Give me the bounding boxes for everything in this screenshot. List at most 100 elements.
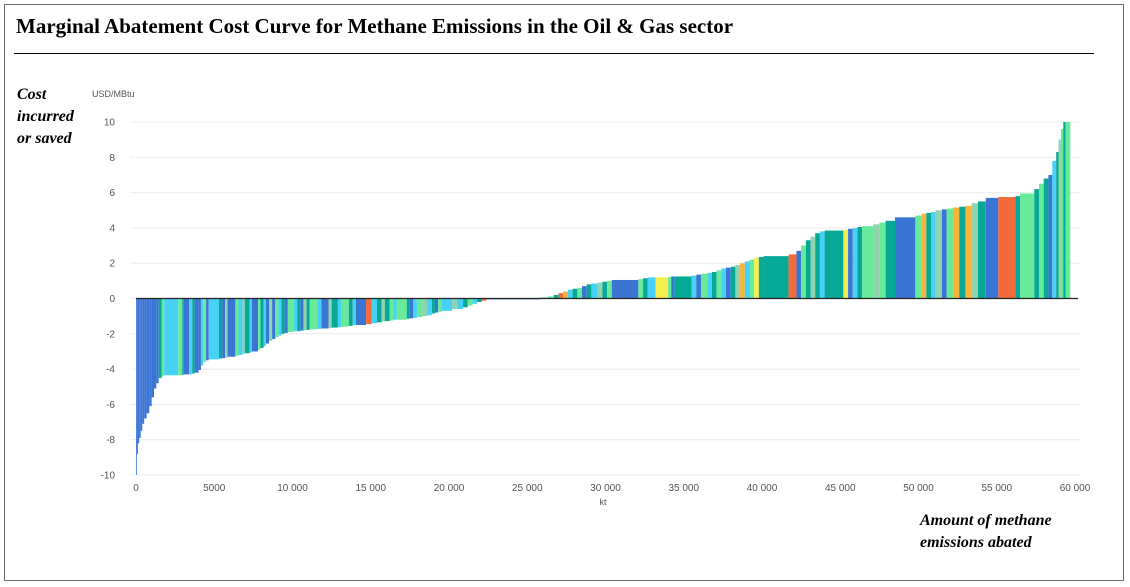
cost-bar bbox=[700, 273, 708, 299]
cost-bar bbox=[136, 298, 137, 475]
y-axis-description-line-1: Cost bbox=[17, 86, 47, 103]
y-tick-label: -2 bbox=[106, 329, 115, 340]
cost-bar bbox=[300, 298, 304, 331]
cost-bar bbox=[406, 298, 410, 319]
cost-bar bbox=[643, 278, 648, 299]
cost-bar bbox=[328, 298, 332, 329]
cost-bar bbox=[158, 298, 162, 378]
x-tick-label: 0 bbox=[133, 483, 139, 494]
cost-bar bbox=[1063, 122, 1066, 299]
cost-bar bbox=[381, 298, 385, 322]
cost-bar bbox=[467, 298, 473, 306]
y-axis-description: Cost incurred or saved bbox=[17, 84, 107, 150]
title-divider bbox=[14, 53, 1094, 54]
y-tick-label: 10 bbox=[104, 118, 116, 129]
cost-bar bbox=[824, 230, 844, 299]
cost-bar bbox=[303, 298, 307, 331]
x-tick-label: 10 000 bbox=[277, 483, 308, 494]
y-tick-label: 4 bbox=[109, 223, 115, 234]
cost-bar bbox=[1052, 160, 1057, 299]
cost-bar bbox=[852, 227, 858, 299]
cost-bar bbox=[885, 220, 896, 299]
cost-bar bbox=[749, 259, 755, 299]
cost-bar bbox=[306, 298, 310, 330]
x-tick-label: 5000 bbox=[203, 483, 226, 494]
cost-bar bbox=[144, 298, 147, 419]
cost-bar bbox=[348, 298, 353, 326]
cost-bar bbox=[249, 298, 252, 353]
cost-bar bbox=[278, 298, 282, 336]
cost-bar bbox=[1065, 122, 1071, 299]
cost-bar bbox=[297, 298, 301, 332]
cost-bar bbox=[971, 203, 978, 299]
cost-bar bbox=[567, 289, 573, 299]
cost-bar bbox=[788, 254, 797, 299]
cost-bar bbox=[758, 257, 764, 299]
cost-bar bbox=[389, 298, 394, 321]
cost-bar bbox=[895, 217, 916, 299]
cost-bar bbox=[321, 298, 329, 329]
cost-bar bbox=[227, 298, 236, 357]
cost-bar bbox=[275, 298, 279, 338]
cost-bar bbox=[977, 201, 986, 299]
cost-bar bbox=[137, 298, 140, 444]
cost-bar bbox=[156, 298, 159, 384]
cost-bar bbox=[763, 256, 789, 299]
y-tick-label: 2 bbox=[109, 259, 115, 270]
cost-bar bbox=[563, 291, 568, 299]
cost-bar bbox=[1039, 183, 1044, 299]
x-tick-label: 60 000 bbox=[1060, 483, 1091, 494]
x-axis-description: Amount of methane emissions abated bbox=[920, 510, 1120, 554]
cost-bar bbox=[200, 298, 204, 366]
cost-bar bbox=[251, 298, 259, 352]
cost-bar bbox=[873, 224, 880, 299]
cost-bar bbox=[206, 298, 209, 361]
cost-bar bbox=[463, 298, 468, 308]
cost-bar bbox=[222, 298, 226, 359]
y-tick-label: -8 bbox=[106, 435, 115, 446]
cost-bar bbox=[146, 298, 150, 414]
cost-bar bbox=[726, 267, 731, 299]
cost-bar bbox=[935, 210, 942, 299]
cost-bar bbox=[597, 282, 603, 299]
cost-bar bbox=[456, 298, 464, 310]
cost-bar bbox=[843, 229, 849, 299]
x-tick-label: 20 000 bbox=[434, 483, 465, 494]
cost-bar bbox=[879, 222, 886, 299]
cost-bar bbox=[244, 298, 250, 354]
cost-bar bbox=[140, 298, 143, 431]
cost-bar bbox=[740, 263, 745, 299]
cost-bar bbox=[164, 298, 179, 376]
cost-bar bbox=[337, 298, 342, 328]
x-tick-label: 30 000 bbox=[590, 483, 621, 494]
cost-bar bbox=[611, 279, 639, 299]
cost-bar bbox=[309, 298, 318, 330]
cost-bar bbox=[577, 287, 583, 299]
cost-bar bbox=[203, 298, 207, 363]
cost-bar bbox=[265, 298, 270, 344]
cost-bar bbox=[655, 277, 669, 299]
x-tick-labels: 0 5000 10 000 15 000 20 000 25 000 30 000 35 00… bbox=[133, 483, 1091, 494]
cost-bar bbox=[941, 209, 947, 299]
cost-bar bbox=[481, 298, 487, 301]
y-tick-labels: -10 -8 -6 -4 -2 0 2 4 6 8 10 bbox=[101, 118, 116, 482]
cost-bar bbox=[674, 276, 692, 299]
cost-bar bbox=[959, 206, 966, 299]
cost-bar bbox=[427, 298, 432, 316]
cost-bar bbox=[136, 298, 138, 454]
cost-bar bbox=[572, 288, 578, 299]
y-axis-description-line-3: or saved bbox=[17, 130, 72, 147]
cost-bar bbox=[139, 298, 141, 438]
bars bbox=[136, 122, 1071, 475]
cost-bar bbox=[269, 298, 273, 341]
cost-bar bbox=[208, 298, 219, 360]
cost-bar bbox=[801, 245, 806, 299]
cost-bar bbox=[182, 298, 184, 375]
cost-bar bbox=[393, 298, 397, 320]
cost-bar bbox=[1048, 174, 1053, 299]
x-tick-label: 15 000 bbox=[355, 483, 386, 494]
cost-bar bbox=[1015, 196, 1021, 299]
cost-bar bbox=[553, 294, 559, 299]
cost-bar bbox=[647, 277, 656, 299]
x-tick-label: 40 000 bbox=[747, 483, 778, 494]
